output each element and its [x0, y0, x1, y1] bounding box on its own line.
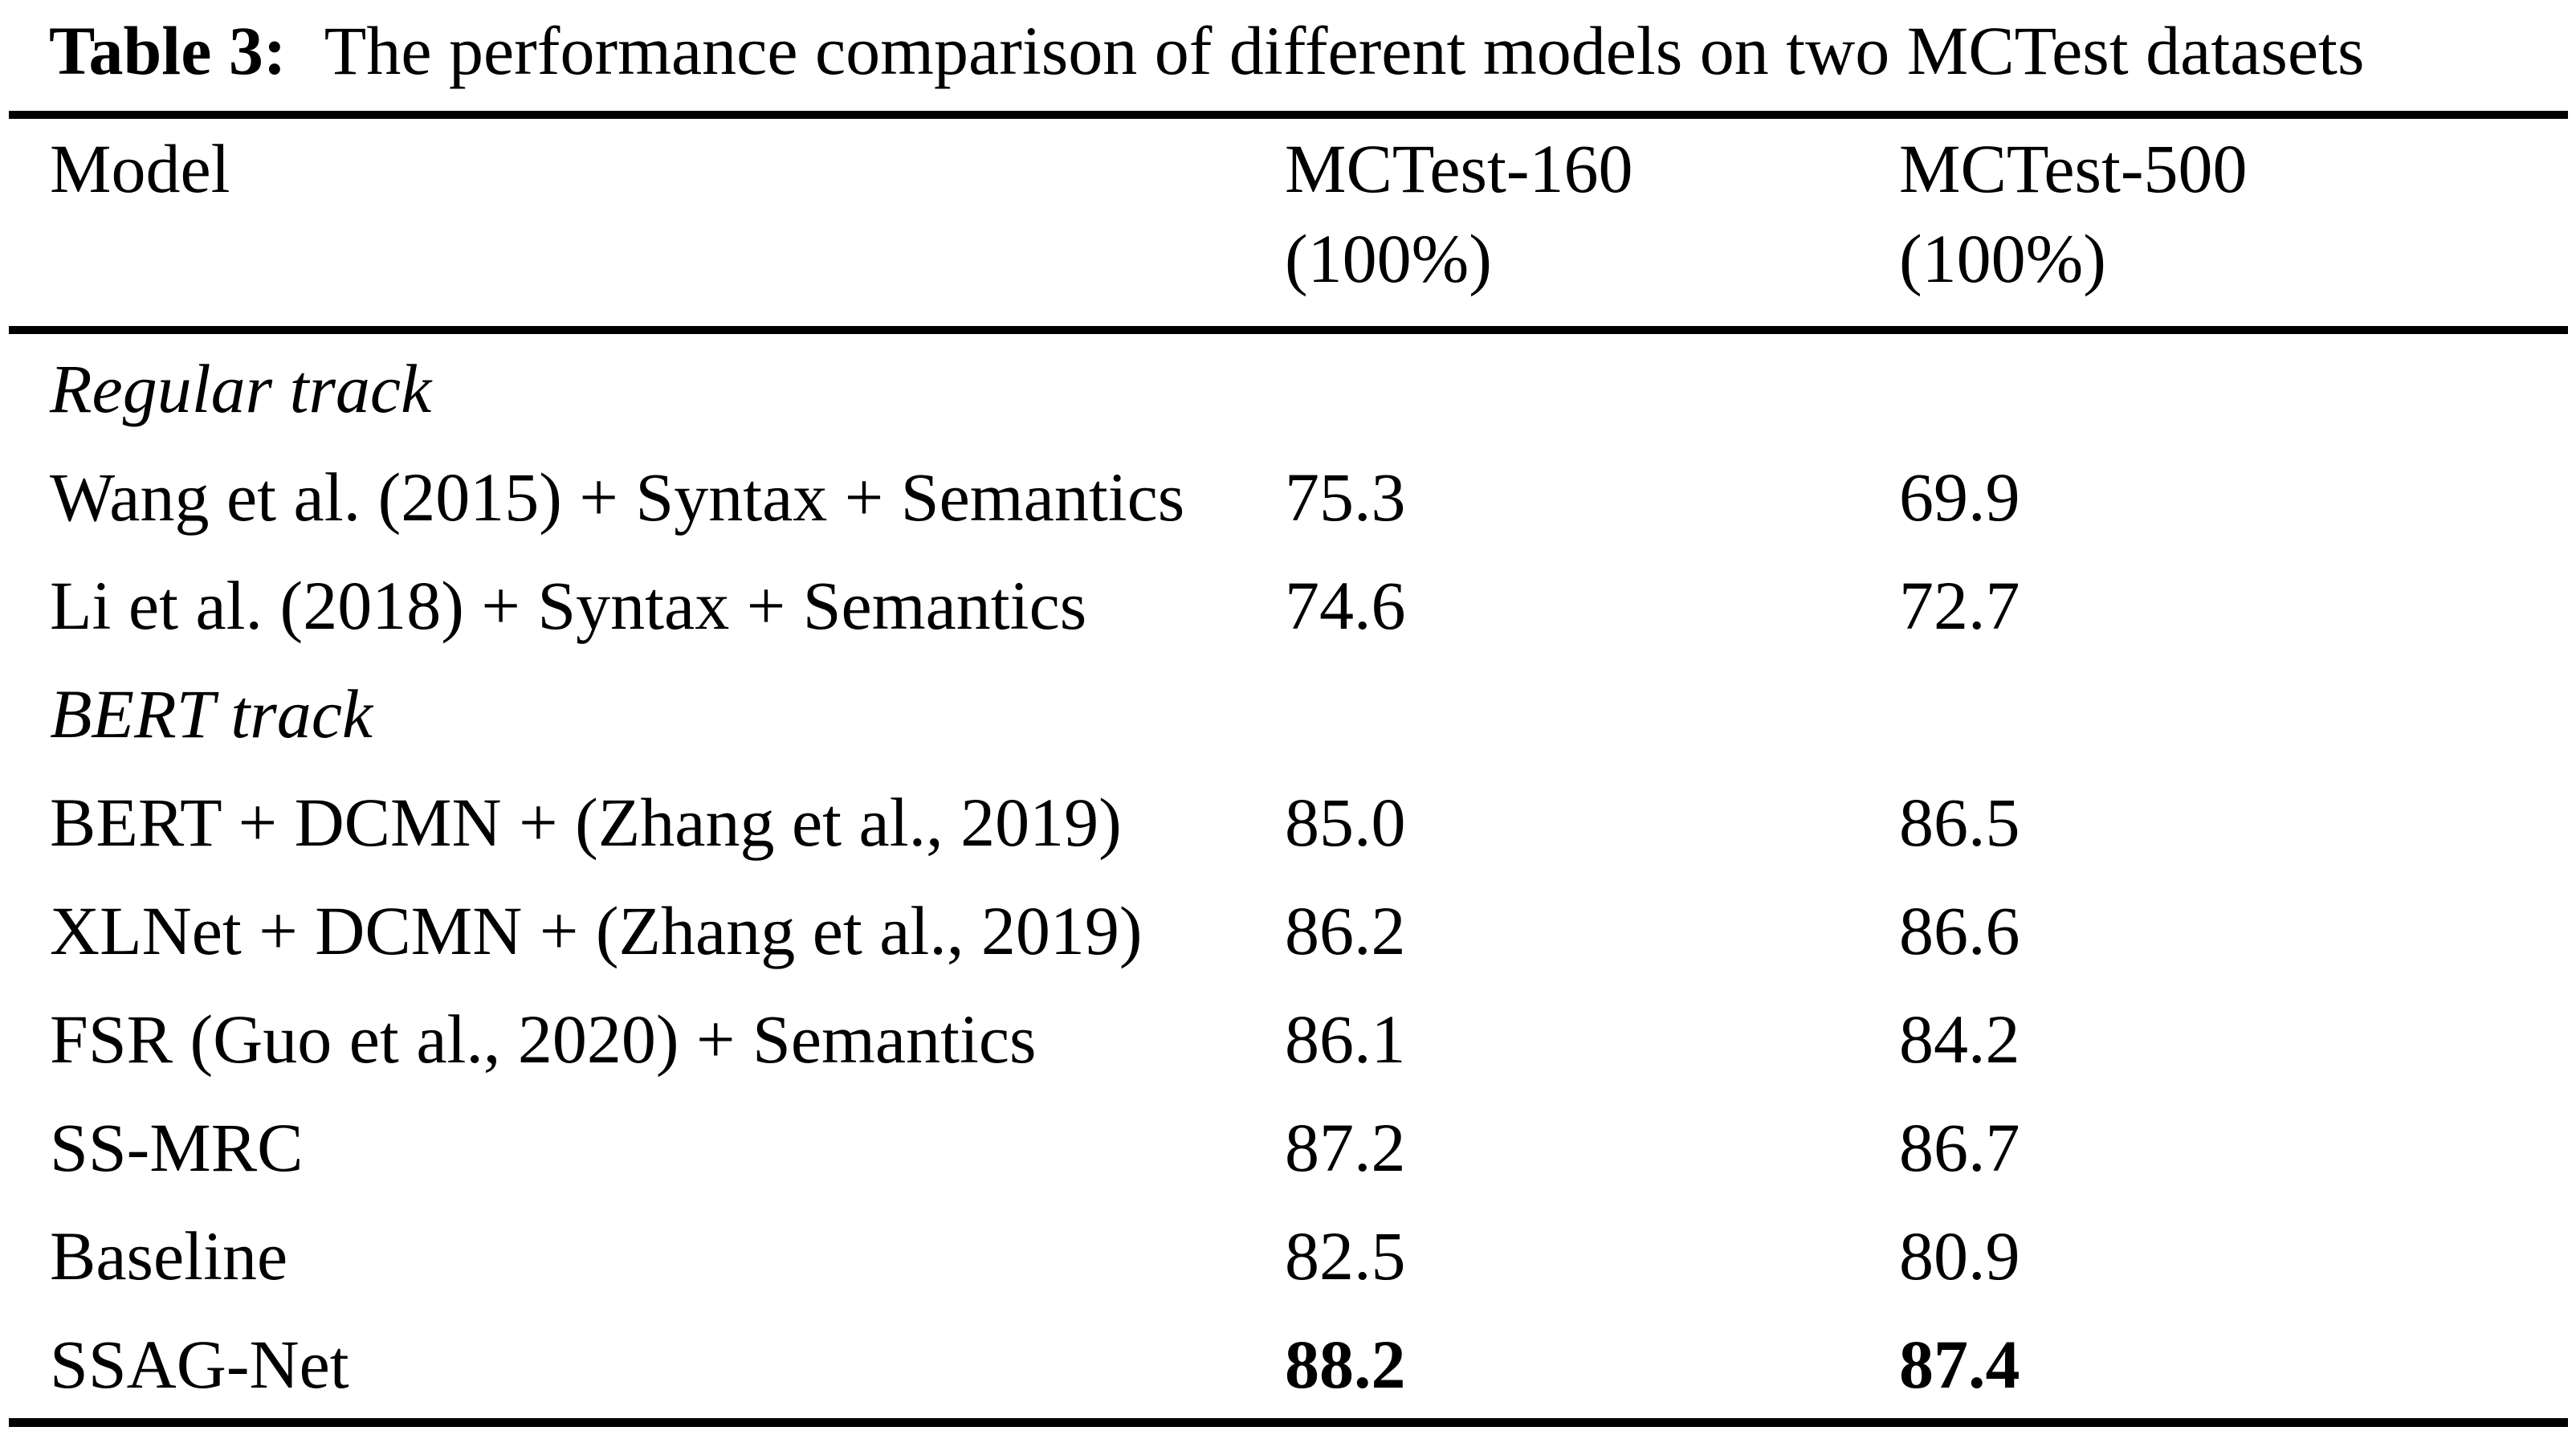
mctest500-cell: 84.2 [1899, 1000, 2020, 1078]
mctest500-cell: 86.7 [1899, 1108, 2020, 1186]
model-cell: Wang et al. (2015) + Syntax + Semantics [50, 458, 1185, 536]
col-header-model: Model [9, 115, 1285, 334]
mctest160-cell: 86.2 [1285, 891, 1406, 969]
mctest160-cell: 85.0 [1285, 783, 1406, 861]
mctest160-cell: 74.6 [1285, 566, 1406, 644]
mctest160-cell: 86.1 [1285, 1000, 1406, 1078]
mctest500-cell: 87.4 [1899, 1325, 2020, 1403]
mctest500-cell: 69.9 [1899, 458, 2020, 536]
table-row: BERT + DCMN + (Zhang et al., 2019) 85.0 … [9, 768, 2568, 876]
section-row-bert-track: BERT track [9, 659, 2568, 768]
model-cell: Regular track [50, 349, 432, 427]
model-cell: SS-MRC [50, 1108, 304, 1186]
col-header-mctest500-name: MCTest-500 [1899, 130, 2248, 207]
caption-label: Table 3: [49, 12, 287, 89]
table-row: Wang et al. (2015) + Syntax + Semantics … [9, 442, 2568, 551]
mctest500-cell: 80.9 [1899, 1217, 2020, 1294]
col-header-mctest500: MCTest-500 (100%) [1899, 115, 2568, 334]
model-cell: Li et al. (2018) + Syntax + Semantics [50, 566, 1087, 644]
mctest500-cell [1899, 659, 2568, 768]
model-cell: Baseline [50, 1217, 288, 1294]
table-row: FSR (Guo et al., 2020) + Semantics 86.1 … [9, 984, 2568, 1093]
mctest160-cell [1285, 659, 1899, 768]
col-header-mctest160: MCTest-160 (100%) [1285, 115, 1899, 334]
model-cell: BERT + DCMN + (Zhang et al., 2019) [50, 783, 1122, 861]
section-row-regular-track: Regular track [9, 330, 2568, 442]
table-row-ssag-net: SSAG-Net 88.2 87.4 [9, 1310, 2568, 1423]
header-row: Model MCTest-160 (100%) MCTest-500 (100%… [9, 115, 2568, 334]
mctest500-cell [1899, 330, 2568, 442]
col-header-mctest500-split: (100%) [1899, 220, 2106, 297]
table-row: XLNet + DCMN + (Zhang et al., 2019) 86.2… [9, 876, 2568, 984]
mctest160-cell: 88.2 [1285, 1325, 1406, 1403]
mctest160-cell: 75.3 [1285, 458, 1406, 536]
results-table: Model MCTest-160 (100%) MCTest-500 (100%… [9, 111, 2568, 1427]
caption-text: The performance comparison of different … [324, 12, 2365, 89]
col-header-mctest160-name: MCTest-160 [1285, 130, 1633, 207]
mctest500-cell: 86.5 [1899, 783, 2020, 861]
model-cell: FSR (Guo et al., 2020) + Semantics [50, 1000, 1037, 1078]
mctest160-cell: 82.5 [1285, 1217, 1406, 1294]
mctest160-cell [1285, 330, 1899, 442]
table-row: Baseline 82.5 80.9 [9, 1201, 2568, 1310]
mctest500-cell: 72.7 [1899, 566, 2020, 644]
col-header-mctest160-split: (100%) [1285, 220, 1492, 297]
model-cell: BERT track [50, 675, 373, 752]
model-cell: XLNet + DCMN + (Zhang et al., 2019) [50, 891, 1143, 969]
model-cell: SSAG-Net [50, 1325, 349, 1403]
mctest160-cell: 87.2 [1285, 1108, 1406, 1186]
table-caption: Table 3: The performance comparison of di… [49, 6, 2364, 95]
mctest500-cell: 86.6 [1899, 891, 2020, 969]
table-row: Li et al. (2018) + Syntax + Semantics 74… [9, 551, 2568, 659]
table-row: SS-MRC 87.2 86.7 [9, 1093, 2568, 1201]
